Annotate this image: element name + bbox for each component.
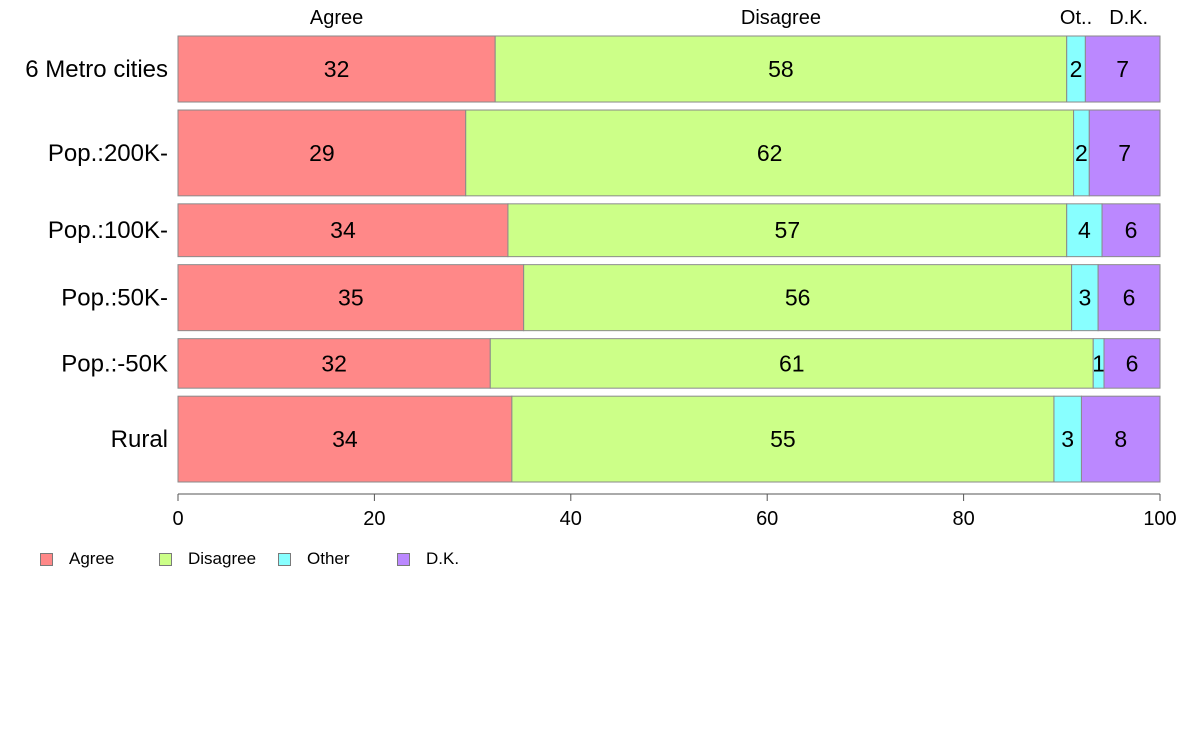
top-label-other: Ot..	[1060, 7, 1092, 29]
data-label-6-metro-cities-d-k: 7	[1116, 56, 1129, 82]
data-label-pop-200k-d-k: 7	[1118, 140, 1131, 166]
data-label-pop-50k-disagree: 56	[785, 285, 811, 311]
data-label-pop-50k-d-k: 6	[1123, 285, 1136, 311]
bar-segment-6-metro-cities-disagree	[494, 35, 1068, 103]
data-label-pop-200k-other: 2	[1075, 140, 1088, 166]
legend-item-other: Other	[278, 548, 350, 570]
data-label-pop-50k-agree: 35	[338, 285, 364, 311]
x-tick-label-80: 80	[952, 508, 974, 530]
data-label-pop-200k-disagree: 62	[757, 140, 783, 166]
data-label-rural-d-k: 8	[1114, 426, 1127, 452]
data-label-pop-50k-agree: 32	[321, 350, 347, 376]
x-tick-label-20: 20	[363, 508, 385, 530]
category-label-pop-50k: Pop.:50K-	[61, 285, 168, 312]
legend-label-dk: D.K.	[426, 549, 460, 568]
legend-label-disagree: Disagree	[188, 549, 257, 568]
legend-swatch-agree	[40, 552, 53, 566]
x-tick-label-40: 40	[560, 508, 582, 530]
bar-segment-pop-200k-disagree	[465, 109, 1075, 197]
legend-label-other: Other	[307, 549, 350, 568]
top-label-d-k: D.K.	[1109, 7, 1148, 29]
category-label-6-metro-cities: 6 Metro cities	[25, 56, 168, 83]
data-label-6-metro-cities-agree: 32	[324, 56, 350, 82]
bar-segment-pop-50k-disagree	[523, 264, 1073, 332]
bar-segment-rural-d-k	[1080, 395, 1161, 483]
data-label-rural-disagree: 55	[770, 426, 796, 452]
data-label-pop-50k-other: 3	[1078, 285, 1091, 311]
x-tick-label-60: 60	[756, 508, 778, 530]
legend-swatch-other	[278, 552, 291, 566]
data-label-pop-100k-d-k: 6	[1125, 217, 1138, 243]
legend-item-disagree: Disagree	[159, 548, 256, 570]
bar-segment-pop-50k-agree	[177, 264, 525, 332]
category-label-rural: Rural	[111, 426, 168, 453]
bar-segment-6-metro-cities-agree	[177, 35, 496, 103]
data-label-6-metro-cities-other: 2	[1070, 56, 1083, 82]
bar-segment-pop-50k-d-k	[1103, 338, 1161, 389]
legend-swatch-dk	[397, 552, 410, 566]
data-label-pop-100k-agree: 34	[330, 217, 356, 243]
bar-segment-6-metro-cities-d-k	[1084, 35, 1161, 103]
legend-item-agree: Agree	[40, 548, 114, 570]
bar-segment-pop-100k-other	[1066, 203, 1103, 258]
bar-segment-pop-200k-agree	[177, 109, 467, 197]
top-label-disagree: Disagree	[741, 7, 821, 29]
category-label-pop-100k: Pop.:100K-	[48, 217, 168, 244]
bar-segment-rural-agree	[177, 395, 513, 483]
bar-segment-pop-100k-disagree	[507, 203, 1068, 258]
bar-segment-pop-50k-d-k	[1097, 264, 1161, 332]
data-label-6-metro-cities-disagree: 58	[768, 56, 794, 82]
data-label-pop-50k-d-k: 6	[1126, 350, 1139, 376]
data-label-pop-100k-disagree: 57	[775, 217, 801, 243]
top-label-agree: Agree	[310, 7, 363, 29]
bar-segment-pop-50k-other	[1071, 264, 1099, 332]
bar-segment-pop-100k-d-k	[1101, 203, 1161, 258]
data-label-pop-100k-other: 4	[1078, 217, 1091, 243]
legend-item-dk: D.K.	[397, 548, 459, 570]
data-label-pop-50k-other: 1	[1092, 350, 1105, 376]
bar-segment-pop-100k-agree	[177, 203, 509, 258]
x-tick-label-100: 100	[1143, 508, 1176, 530]
bar-segment-pop-200k-d-k	[1088, 109, 1161, 197]
data-label-pop-50k-disagree: 61	[779, 350, 805, 376]
bar-segment-rural-disagree	[511, 395, 1055, 483]
x-tick-label-0: 0	[172, 508, 183, 530]
data-label-pop-200k-agree: 29	[309, 140, 335, 166]
legend-label-agree: Agree	[69, 549, 115, 568]
category-label-pop-50k: Pop.:-50K	[61, 350, 168, 377]
legend-swatch-disagree	[159, 552, 172, 566]
data-label-rural-other: 3	[1061, 426, 1074, 452]
category-label-pop-200k: Pop.:200K-	[48, 140, 168, 167]
data-label-rural-agree: 34	[332, 426, 358, 452]
